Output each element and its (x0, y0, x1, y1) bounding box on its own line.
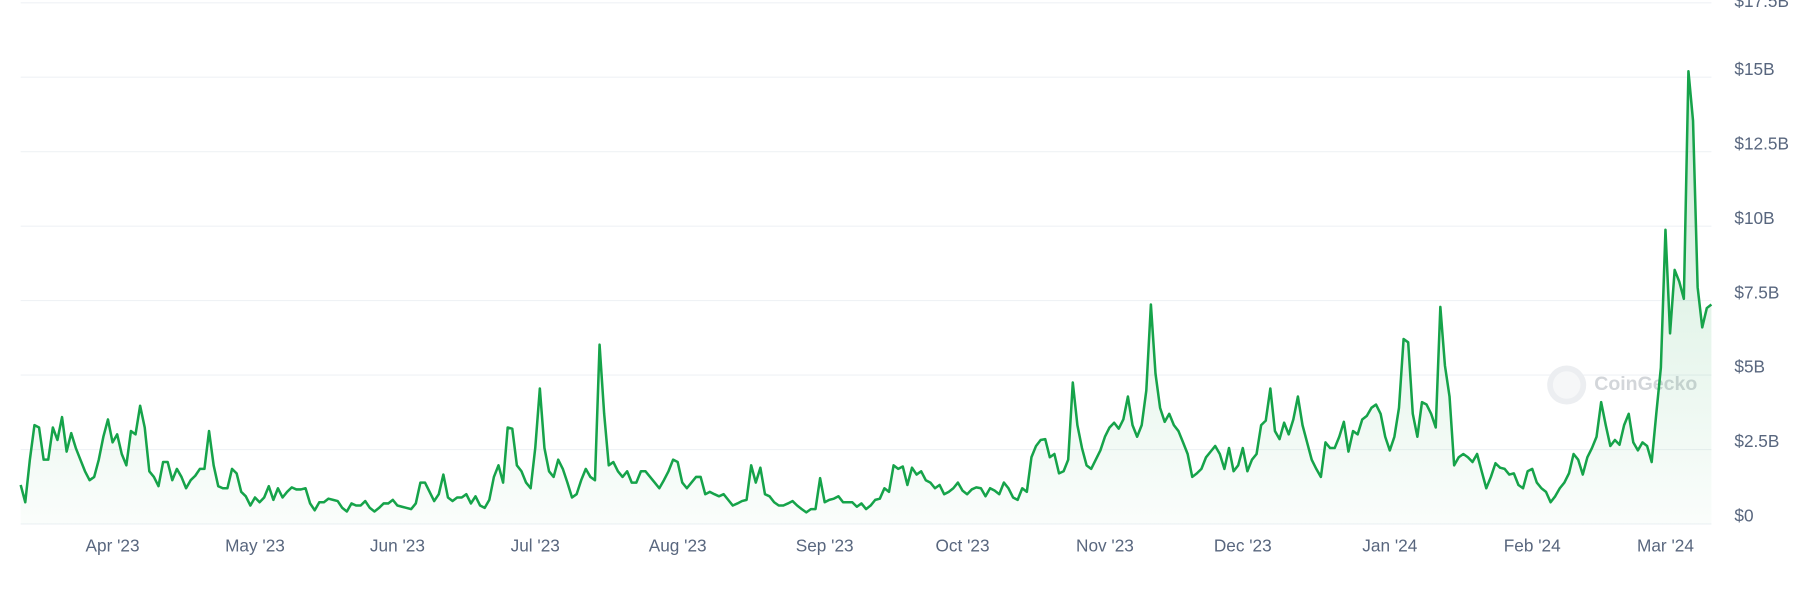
grid (20, 2, 1712, 525)
y-tick-label: $7.5B (1734, 282, 1779, 302)
x-tick-label: Feb '24 (1504, 536, 1561, 556)
y-tick-label: $12.5B (1734, 133, 1789, 153)
series (19, 70, 1713, 524)
y-tick-label: $15B (1734, 59, 1774, 79)
x-tick-label: Nov '23 (1076, 536, 1134, 556)
x-tick-label: Mar '24 (1637, 536, 1694, 556)
x-tick-label: Jan '24 (1362, 536, 1417, 556)
area-fill (20, 71, 1712, 524)
x-tick-label: Jun '23 (370, 536, 425, 556)
x-tick-label: Dec '23 (1214, 536, 1272, 556)
x-tick-label: Apr '23 (86, 536, 140, 556)
y-tick-label: $17.5B (1734, 0, 1789, 11)
watermark-logo-inner (1552, 371, 1581, 399)
line (19, 70, 1713, 514)
y-tick-label: $2.5B (1734, 431, 1779, 451)
x-tick-label: Jul '23 (511, 536, 560, 556)
y-tick-label: $5B (1734, 357, 1765, 377)
y-tick-label: $0 (1734, 506, 1753, 526)
x-tick-label: May '23 (225, 536, 285, 556)
x-tick-label: Sep '23 (796, 536, 854, 556)
labels: $0 $2.5B $5B $7.5B $10B $12.5B $15B $17.5B Apr '… (86, 0, 1789, 556)
y-tick-label: $10B (1734, 208, 1774, 228)
x-tick-label: Oct '23 (936, 536, 990, 556)
x-tick-label: Aug '23 (649, 536, 707, 556)
